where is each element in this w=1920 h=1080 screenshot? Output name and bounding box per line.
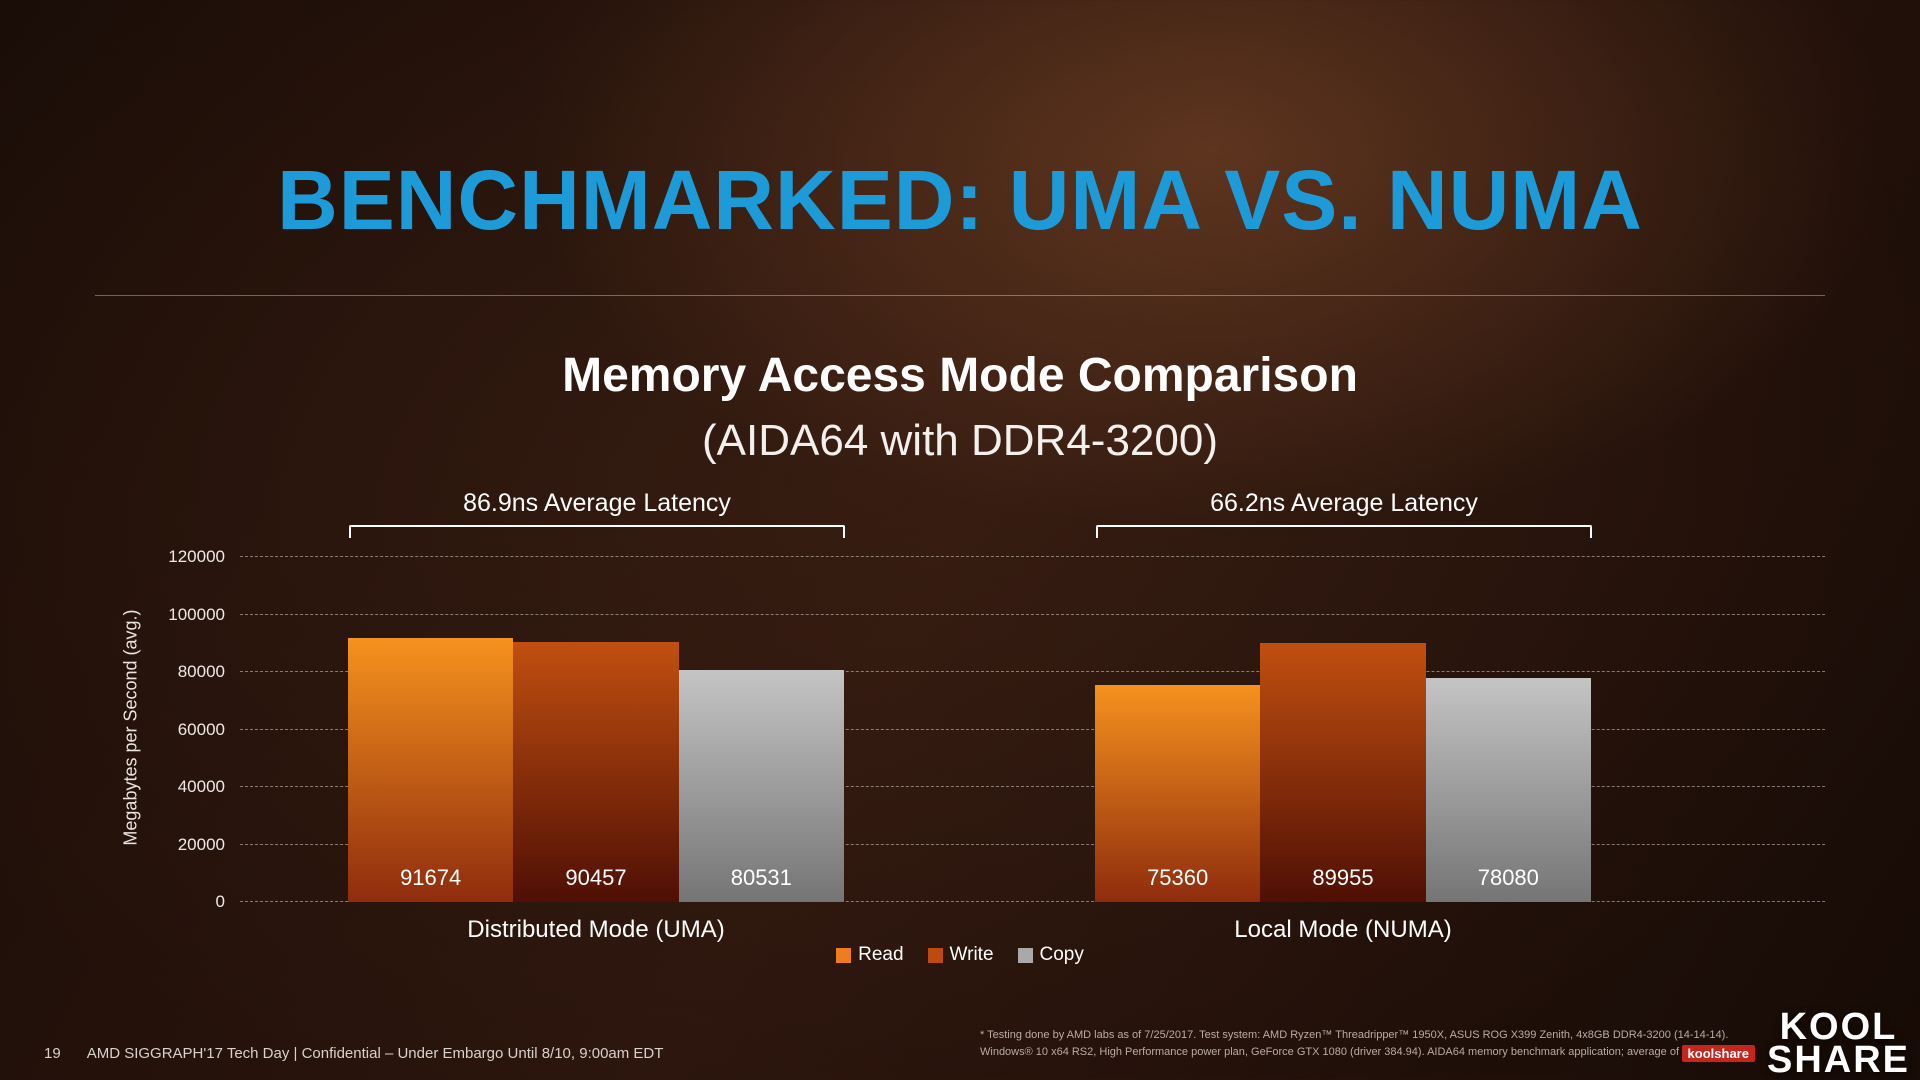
legend-label-copy: Copy <box>1039 944 1084 965</box>
y-tick-label: 60000 <box>177 719 225 739</box>
bar-group-uma: 91674 90457 80531 <box>348 557 844 902</box>
gridline <box>240 613 1825 615</box>
bar-value-read-uma: 91674 <box>400 865 462 890</box>
bar-value-copy-uma: 80531 <box>730 865 792 890</box>
gridline <box>240 843 1825 845</box>
bar-copy-uma: 80531 <box>678 670 844 902</box>
gridline <box>240 786 1825 787</box>
koolshare-small-badge: koolshare <box>1681 1045 1755 1062</box>
gridline <box>240 671 1825 672</box>
koolshare-logo-line-2: SHARE <box>1766 1038 1910 1080</box>
latency-annotation-numa: 66.2ns Average Latency <box>1096 489 1592 538</box>
y-tick-label: 120000 <box>168 547 225 566</box>
legend-label-write: Write <box>949 944 994 965</box>
footer-text: AMD SIGGRAPH'17 Tech Day | Confidential … <box>86 1045 664 1062</box>
chart-legend: Read Write Copy <box>0 944 1920 966</box>
bar-read-uma: 91674 <box>348 638 514 902</box>
chart-plot-area <box>240 556 1825 902</box>
legend-swatch-write <box>927 947 943 963</box>
bar-read-numa: 75360 <box>1095 685 1261 902</box>
legend-item-copy: Copy <box>1017 944 1084 966</box>
slide-title: BENCHMARKED: UMA VS. NUMA <box>277 153 1643 247</box>
y-tick-label: 40000 <box>177 777 225 796</box>
page-number: 19 <box>44 1045 61 1062</box>
legend-swatch-copy <box>1017 947 1033 963</box>
bar-value-copy-numa: 78080 <box>1477 865 1539 890</box>
koolshare-logo: KOOL SHARE <box>1766 1006 1910 1080</box>
y-tick-label: 100000 <box>168 604 225 624</box>
bracket-shape-uma <box>349 525 845 538</box>
chart-subtitle: (AIDA64 with DDR4-3200) <box>702 416 1218 465</box>
legend-swatch-read <box>836 947 852 963</box>
bar-write-uma: 90457 <box>513 641 679 902</box>
legend-item-read: Read <box>836 944 904 966</box>
latency-label-uma: 86.9ns Average Latency <box>463 489 731 517</box>
footnote-line-2: Windows® 10 x64 RS2, High Performance po… <box>980 1045 1679 1058</box>
footer: 19 AMD SIGGRAPH'17 Tech Day | Confidenti… <box>44 1045 663 1062</box>
gridline <box>240 556 1825 557</box>
gridline <box>240 728 1825 730</box>
latency-annotation-uma: 86.9ns Average Latency <box>349 489 845 538</box>
legend-label-read: Read <box>858 944 904 965</box>
y-tick-label: 0 <box>215 892 225 911</box>
gridline <box>240 901 1825 902</box>
bracket-shape-numa <box>1096 525 1592 538</box>
footnote: * Testing done by AMD labs as of 7/25/20… <box>980 1027 1760 1060</box>
legend-item-write: Write <box>927 944 994 966</box>
title-divider <box>95 295 1825 296</box>
y-tick-label: 80000 <box>177 662 225 681</box>
bar-copy-numa: 78080 <box>1425 677 1591 902</box>
y-tick-label: 20000 <box>177 834 225 854</box>
bar-value-write-uma: 90457 <box>565 865 627 890</box>
bar-group-numa: 75360 89955 78080 <box>1095 557 1591 902</box>
y-axis-ticks: 0 20000 40000 60000 80000 100000 120000 <box>100 547 225 911</box>
bar-value-read-numa: 75360 <box>1147 865 1209 890</box>
chart-title: Memory Access Mode Comparison <box>562 349 1358 402</box>
bar-value-write-numa: 89955 <box>1312 865 1374 890</box>
koolshare-logo-line-1: KOOL <box>1779 1006 1898 1049</box>
latency-label-numa: 66.2ns Average Latency <box>1210 489 1478 517</box>
category-label-uma: Distributed Mode (UMA) <box>467 916 725 943</box>
bar-write-numa: 89955 <box>1260 643 1426 902</box>
footnote-line-1: * Testing done by AMD labs as of 7/25/20… <box>980 1029 1729 1041</box>
koolshare-watermark: koolshare KOOL SHARE <box>1681 1006 1910 1080</box>
category-label-numa: Local Mode (NUMA) <box>1234 916 1452 943</box>
